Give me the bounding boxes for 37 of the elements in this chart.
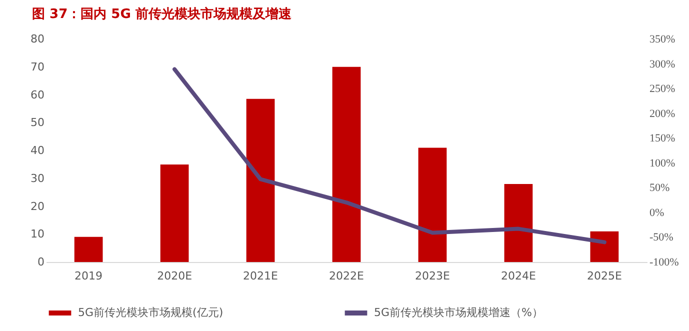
x-tick-label: 2021E xyxy=(243,270,278,282)
y-tick-label: 30 xyxy=(30,172,44,185)
y-tick-label: 20 xyxy=(30,200,44,213)
chart-title: 图 37：国内 5G 前传光模块市场规模及增速 xyxy=(32,6,292,22)
x-tick-label: 2022E xyxy=(329,270,364,282)
bar xyxy=(74,236,103,262)
x-tick-label: 2023E xyxy=(415,270,450,282)
y2-tick-label: 200% xyxy=(650,108,676,120)
y-tick-label: 70 xyxy=(30,60,44,74)
y-tick-label: 60 xyxy=(30,88,44,102)
y-tick-label: 40 xyxy=(30,144,44,157)
y-tick-label: 80 xyxy=(30,32,44,46)
y2-tick-label: 300% xyxy=(650,58,676,70)
bar xyxy=(332,66,361,262)
legend-label: 5G前传光模块市场规模(亿元) xyxy=(78,306,224,319)
bar xyxy=(504,184,533,262)
y-tick-label: 0 xyxy=(38,256,44,268)
y2-tick-label: -50% xyxy=(650,232,674,244)
y2-tick-label: -100% xyxy=(650,256,679,268)
x-tick-label: 2019 xyxy=(74,270,103,282)
y2-tick-label: 250% xyxy=(650,83,676,96)
y-tick-label: 10 xyxy=(30,228,44,241)
x-tick-label: 2024E xyxy=(500,270,536,282)
y2-tick-label: 100% xyxy=(650,157,676,170)
y2-tick-label: 0% xyxy=(650,206,664,219)
x-tick-label: 2020E xyxy=(157,270,192,282)
bar xyxy=(590,231,619,262)
y2-tick-label: 350% xyxy=(650,34,676,46)
y-tick-label: 50 xyxy=(30,116,44,130)
line-series xyxy=(172,67,606,244)
bar xyxy=(246,98,275,262)
bar xyxy=(418,148,447,262)
y2-tick-label: 150% xyxy=(650,132,676,145)
legend-label: 5G前传光模块市场规模增速（%） xyxy=(374,306,543,319)
x-tick-label: 2025E xyxy=(586,270,622,282)
bar xyxy=(160,164,189,262)
y2-tick-label: 50% xyxy=(650,182,670,194)
